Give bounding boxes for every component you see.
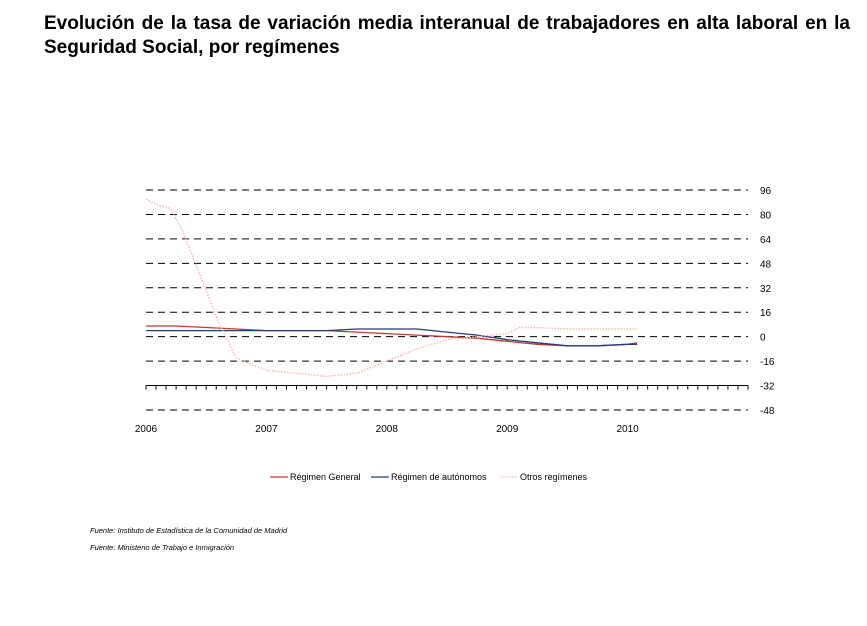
x-tick-label: 2009 [496, 424, 519, 435]
x-tick-label: 2008 [376, 424, 399, 435]
legend-label: Régimen General [290, 472, 361, 482]
y-tick-label: -32 [760, 382, 775, 393]
y-tick-labels: 96 80 64 48 32 16 0 -16 -32 -48 [760, 186, 775, 417]
source-note-1: Fuente: Instituto de Estadística de la C… [90, 526, 288, 535]
series-line-3 [145, 198, 638, 378]
y-tick-label: 64 [760, 235, 772, 246]
series-lines [145, 198, 638, 378]
y-tick-label: -16 [760, 357, 775, 368]
source-note-2: Fuente: Ministerio de Trabajo e Inmigrac… [90, 543, 235, 552]
legend-label: Otros regímenes [520, 472, 588, 482]
x-tick-label: 2007 [255, 424, 278, 435]
x-axis [145, 385, 749, 390]
y-tick-label: -48 [760, 406, 775, 417]
y-tick-label: 80 [760, 210, 772, 221]
chart-title: Evolución de la tasa de variación media … [44, 13, 850, 58]
y-tick-label: 32 [760, 284, 772, 295]
y-tick-label: 16 [760, 308, 772, 319]
x-tick-labels: 2006 2007 2008 2009 2010 [135, 424, 639, 435]
x-tick-label: 2010 [616, 424, 639, 435]
legend-label: Régimen de autónomos [391, 472, 487, 482]
y-tick-label: 96 [760, 186, 772, 197]
y-tick-label: 0 [760, 333, 766, 344]
x-tick-label: 2006 [135, 424, 158, 435]
series-line-2 [146, 328, 638, 347]
gridlines [146, 189, 748, 411]
legend: Régimen General Régimen de autónomos Otros… [270, 472, 588, 482]
y-tick-label: 48 [760, 259, 772, 270]
